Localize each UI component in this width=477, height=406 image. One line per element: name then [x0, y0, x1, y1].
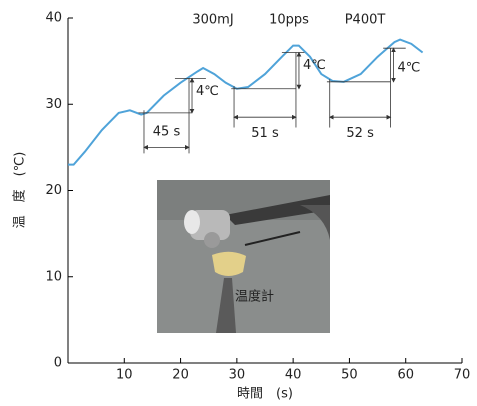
- x-tick-label: 40: [285, 368, 302, 383]
- header-label: P400T: [345, 13, 386, 28]
- photo-label: 温度計: [235, 289, 274, 305]
- interval-bracket: [138, 77, 206, 154]
- x-tick-label: 20: [172, 368, 189, 383]
- x-tick-label: 60: [397, 368, 414, 383]
- delta-label: 4℃: [398, 61, 421, 76]
- delta-label: 4℃: [303, 58, 326, 73]
- y-axis-label: 温 度 (℃): [12, 152, 28, 229]
- x-tick-label: 70: [454, 368, 471, 383]
- header-label: 10pps: [269, 13, 309, 28]
- interval-bracket: [326, 47, 406, 128]
- interval-label: 51 s: [251, 126, 279, 141]
- data-line: [68, 38, 424, 166]
- interval-bracket: [231, 51, 305, 128]
- y-tick-label: 20: [45, 183, 62, 198]
- x-tick-label: 10: [116, 368, 133, 383]
- x-axis-label: 時間 (s): [237, 387, 293, 402]
- header-label: 300mJ: [192, 13, 233, 28]
- x-tick-label: 50: [341, 368, 358, 383]
- interval-label: 45 s: [153, 124, 181, 139]
- x-tick-label: 30: [229, 368, 246, 383]
- photo: [157, 180, 330, 333]
- interval-label: 52 s: [346, 126, 374, 141]
- delta-label: 4℃: [196, 84, 219, 99]
- y-tick-label: 30: [45, 97, 62, 112]
- y-tick-label: 40: [45, 11, 62, 26]
- y-tick-label: 0: [54, 356, 62, 371]
- y-tick-label: 10: [45, 269, 62, 284]
